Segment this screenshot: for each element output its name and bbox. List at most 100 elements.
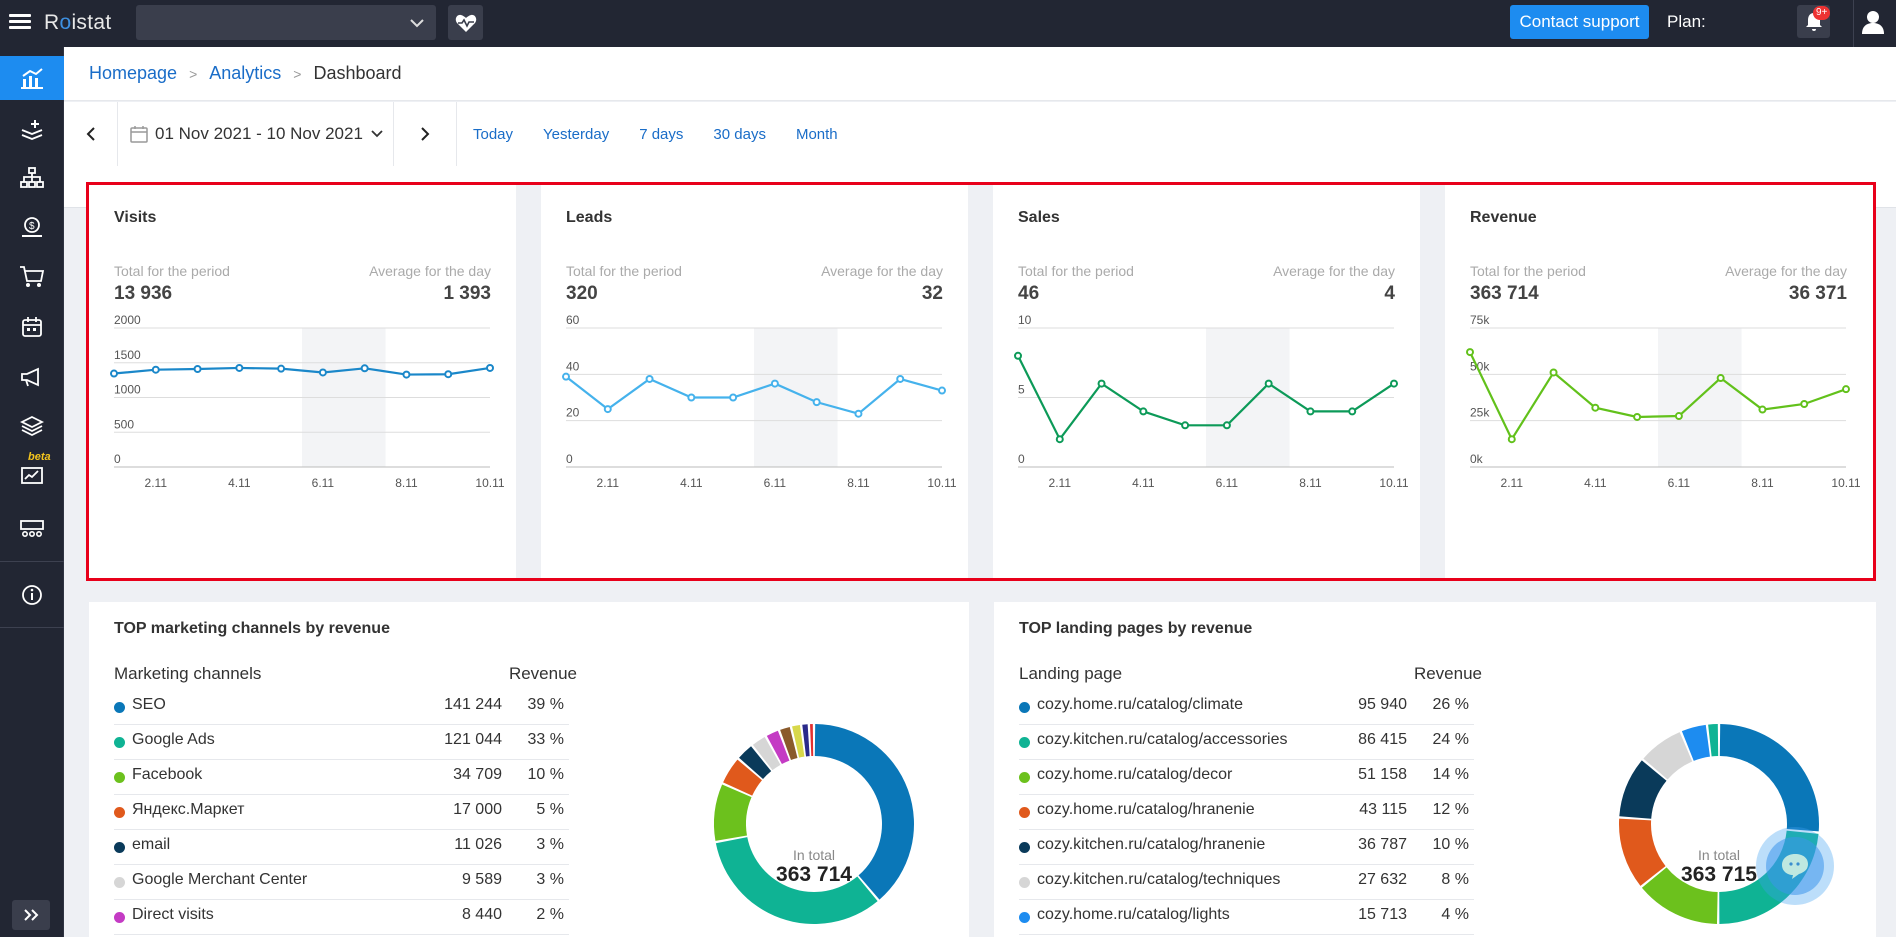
- data-point[interactable]: [1549, 368, 1558, 377]
- data-point[interactable]: [1097, 379, 1106, 388]
- table-row[interactable]: Google Ads 121 044 33 %: [114, 725, 569, 760]
- table-row[interactable]: Facebook 34 709 10 %: [114, 760, 569, 795]
- data-point[interactable]: [1348, 407, 1357, 416]
- data-point[interactable]: [1390, 379, 1398, 388]
- data-point[interactable]: [1507, 435, 1516, 444]
- kpi-card-leads[interactable]: Leads Total for the period Average for the…: [541, 185, 968, 578]
- data-point[interactable]: [318, 368, 327, 377]
- table-row[interactable]: cozy.home.ru/catalog/climate 95 940 26 %: [1019, 690, 1474, 725]
- data-point[interactable]: [110, 369, 118, 378]
- table-row[interactable]: Яндекс.Маркет 17 000 5 %: [114, 795, 569, 830]
- data-point[interactable]: [235, 363, 244, 372]
- kpi-card-visits[interactable]: Visits Total for the period Average for th…: [89, 185, 516, 578]
- breadcrumb-homepage[interactable]: Homepage: [89, 63, 178, 83]
- table-row[interactable]: cozy.kitchen.ru/catalog/techniques 27 632…: [1019, 865, 1474, 900]
- data-point[interactable]: [277, 364, 286, 373]
- table-row[interactable]: cozy.home.ru/catalog/decor 51 158 14 %: [1019, 760, 1474, 795]
- sidebar-item-layers[interactable]: [0, 404, 64, 448]
- data-point[interactable]: [938, 386, 946, 395]
- data-point[interactable]: [1842, 385, 1850, 394]
- data-point[interactable]: [687, 393, 696, 402]
- preset-7-days[interactable]: 7 days: [639, 125, 684, 143]
- sidebar-item-dashboard[interactable]: [0, 56, 64, 100]
- preset-30-days[interactable]: 30 days: [713, 125, 766, 143]
- donut-slice[interactable]: [714, 784, 752, 841]
- donut-slice[interactable]: [739, 746, 772, 779]
- data-point[interactable]: [562, 372, 570, 381]
- data-point[interactable]: [151, 365, 160, 374]
- data-point[interactable]: [444, 370, 453, 379]
- table-row[interactable]: cozy.kitchen.ru/catalog/accessories 86 41…: [1019, 725, 1474, 760]
- data-point[interactable]: [486, 363, 494, 372]
- user-profile-button[interactable]: [1862, 10, 1884, 39]
- donut-slice[interactable]: [723, 759, 762, 796]
- preset-month[interactable]: Month: [795, 125, 838, 143]
- breadcrumb-analytics[interactable]: Analytics: [209, 63, 282, 83]
- table-row[interactable]: Direct visits 8 440 2 %: [114, 900, 569, 935]
- kpi-card-sales[interactable]: Sales Total for the period Average for the…: [993, 185, 1420, 578]
- data-point[interactable]: [1222, 421, 1231, 430]
- data-point[interactable]: [1633, 412, 1642, 421]
- donut-slice[interactable]: [1619, 760, 1667, 819]
- data-point[interactable]: [360, 364, 369, 373]
- preset-yesterday[interactable]: Yesterday: [543, 125, 610, 143]
- prev-period-button[interactable]: [64, 102, 118, 166]
- donut-slice[interactable]: [752, 736, 781, 771]
- notifications-button[interactable]: 9+: [1797, 5, 1831, 38]
- donut-slice[interactable]: [1681, 724, 1710, 761]
- sidebar-item-leads[interactable]: [0, 107, 64, 151]
- donut-slice[interactable]: [715, 837, 878, 924]
- data-point[interactable]: [1591, 403, 1600, 412]
- data-point[interactable]: [645, 374, 654, 383]
- data-point[interactable]: [1758, 405, 1767, 414]
- data-point[interactable]: [896, 374, 905, 383]
- data-point[interactable]: [729, 393, 738, 402]
- donut-slice[interactable]: [792, 725, 805, 758]
- donut-slice[interactable]: [814, 724, 914, 900]
- donut-slice[interactable]: [766, 730, 790, 765]
- data-point[interactable]: [1055, 435, 1064, 444]
- data-point[interactable]: [1306, 407, 1315, 416]
- data-point[interactable]: [854, 409, 863, 418]
- table-row[interactable]: cozy.kitchen.ru/catalog/hranenie 36 787 10…: [1019, 830, 1474, 865]
- table-row[interactable]: Google Merchant Center 9 589 3 %: [114, 865, 569, 900]
- project-select[interactable]: [136, 5, 436, 40]
- donut-slice[interactable]: [810, 724, 814, 757]
- health-check-button[interactable]: [448, 5, 483, 40]
- sidebar-item-cart[interactable]: [0, 255, 64, 299]
- data-point[interactable]: [1466, 348, 1474, 357]
- table-row[interactable]: cozy.home.ru/catalog/hranenie 43 115 12 %: [1019, 795, 1474, 830]
- sidebar-item-info[interactable]: [0, 573, 64, 617]
- kpi-card-revenue[interactable]: Revenue Total for the period Average for t…: [1445, 185, 1872, 578]
- data-point[interactable]: [402, 370, 411, 379]
- sidebar-item-ads[interactable]: [0, 355, 64, 399]
- sidebar-item-money[interactable]: $: [0, 205, 64, 249]
- data-point[interactable]: [1800, 399, 1809, 408]
- table-row[interactable]: SEO 141 244 39 %: [114, 690, 569, 725]
- donut-slice[interactable]: [1641, 867, 1718, 924]
- sidebar-item-structure[interactable]: [0, 156, 64, 200]
- sidebar-item-widgets[interactable]: [0, 507, 64, 551]
- sidebar-expand-button[interactable]: [12, 900, 50, 930]
- data-point[interactable]: [1014, 351, 1022, 360]
- donut-slice[interactable]: [1708, 724, 1719, 757]
- data-point[interactable]: [812, 398, 821, 407]
- data-point[interactable]: [1716, 374, 1725, 383]
- chat-widget-button[interactable]: [1756, 827, 1834, 905]
- data-point[interactable]: [1264, 379, 1273, 388]
- donut-slice[interactable]: [780, 726, 798, 761]
- next-period-button[interactable]: [394, 102, 457, 166]
- donut-slice[interactable]: [802, 724, 810, 757]
- sidebar-item-reports-beta[interactable]: beta: [0, 451, 64, 496]
- data-point[interactable]: [603, 405, 612, 414]
- sidebar-item-calendar[interactable]: [0, 305, 64, 349]
- menu-icon[interactable]: [9, 11, 31, 32]
- contact-support-button[interactable]: Contact support: [1510, 5, 1649, 39]
- date-range-picker[interactable]: 01 Nov 2021 - 10 Nov 2021: [118, 102, 394, 166]
- data-point[interactable]: [1139, 407, 1148, 416]
- table-row[interactable]: email 11 026 3 %: [114, 830, 569, 865]
- data-point[interactable]: [1674, 412, 1683, 421]
- app-logo[interactable]: Roistat: [44, 11, 112, 34]
- data-point[interactable]: [1181, 421, 1190, 430]
- donut-slice[interactable]: [1643, 732, 1693, 780]
